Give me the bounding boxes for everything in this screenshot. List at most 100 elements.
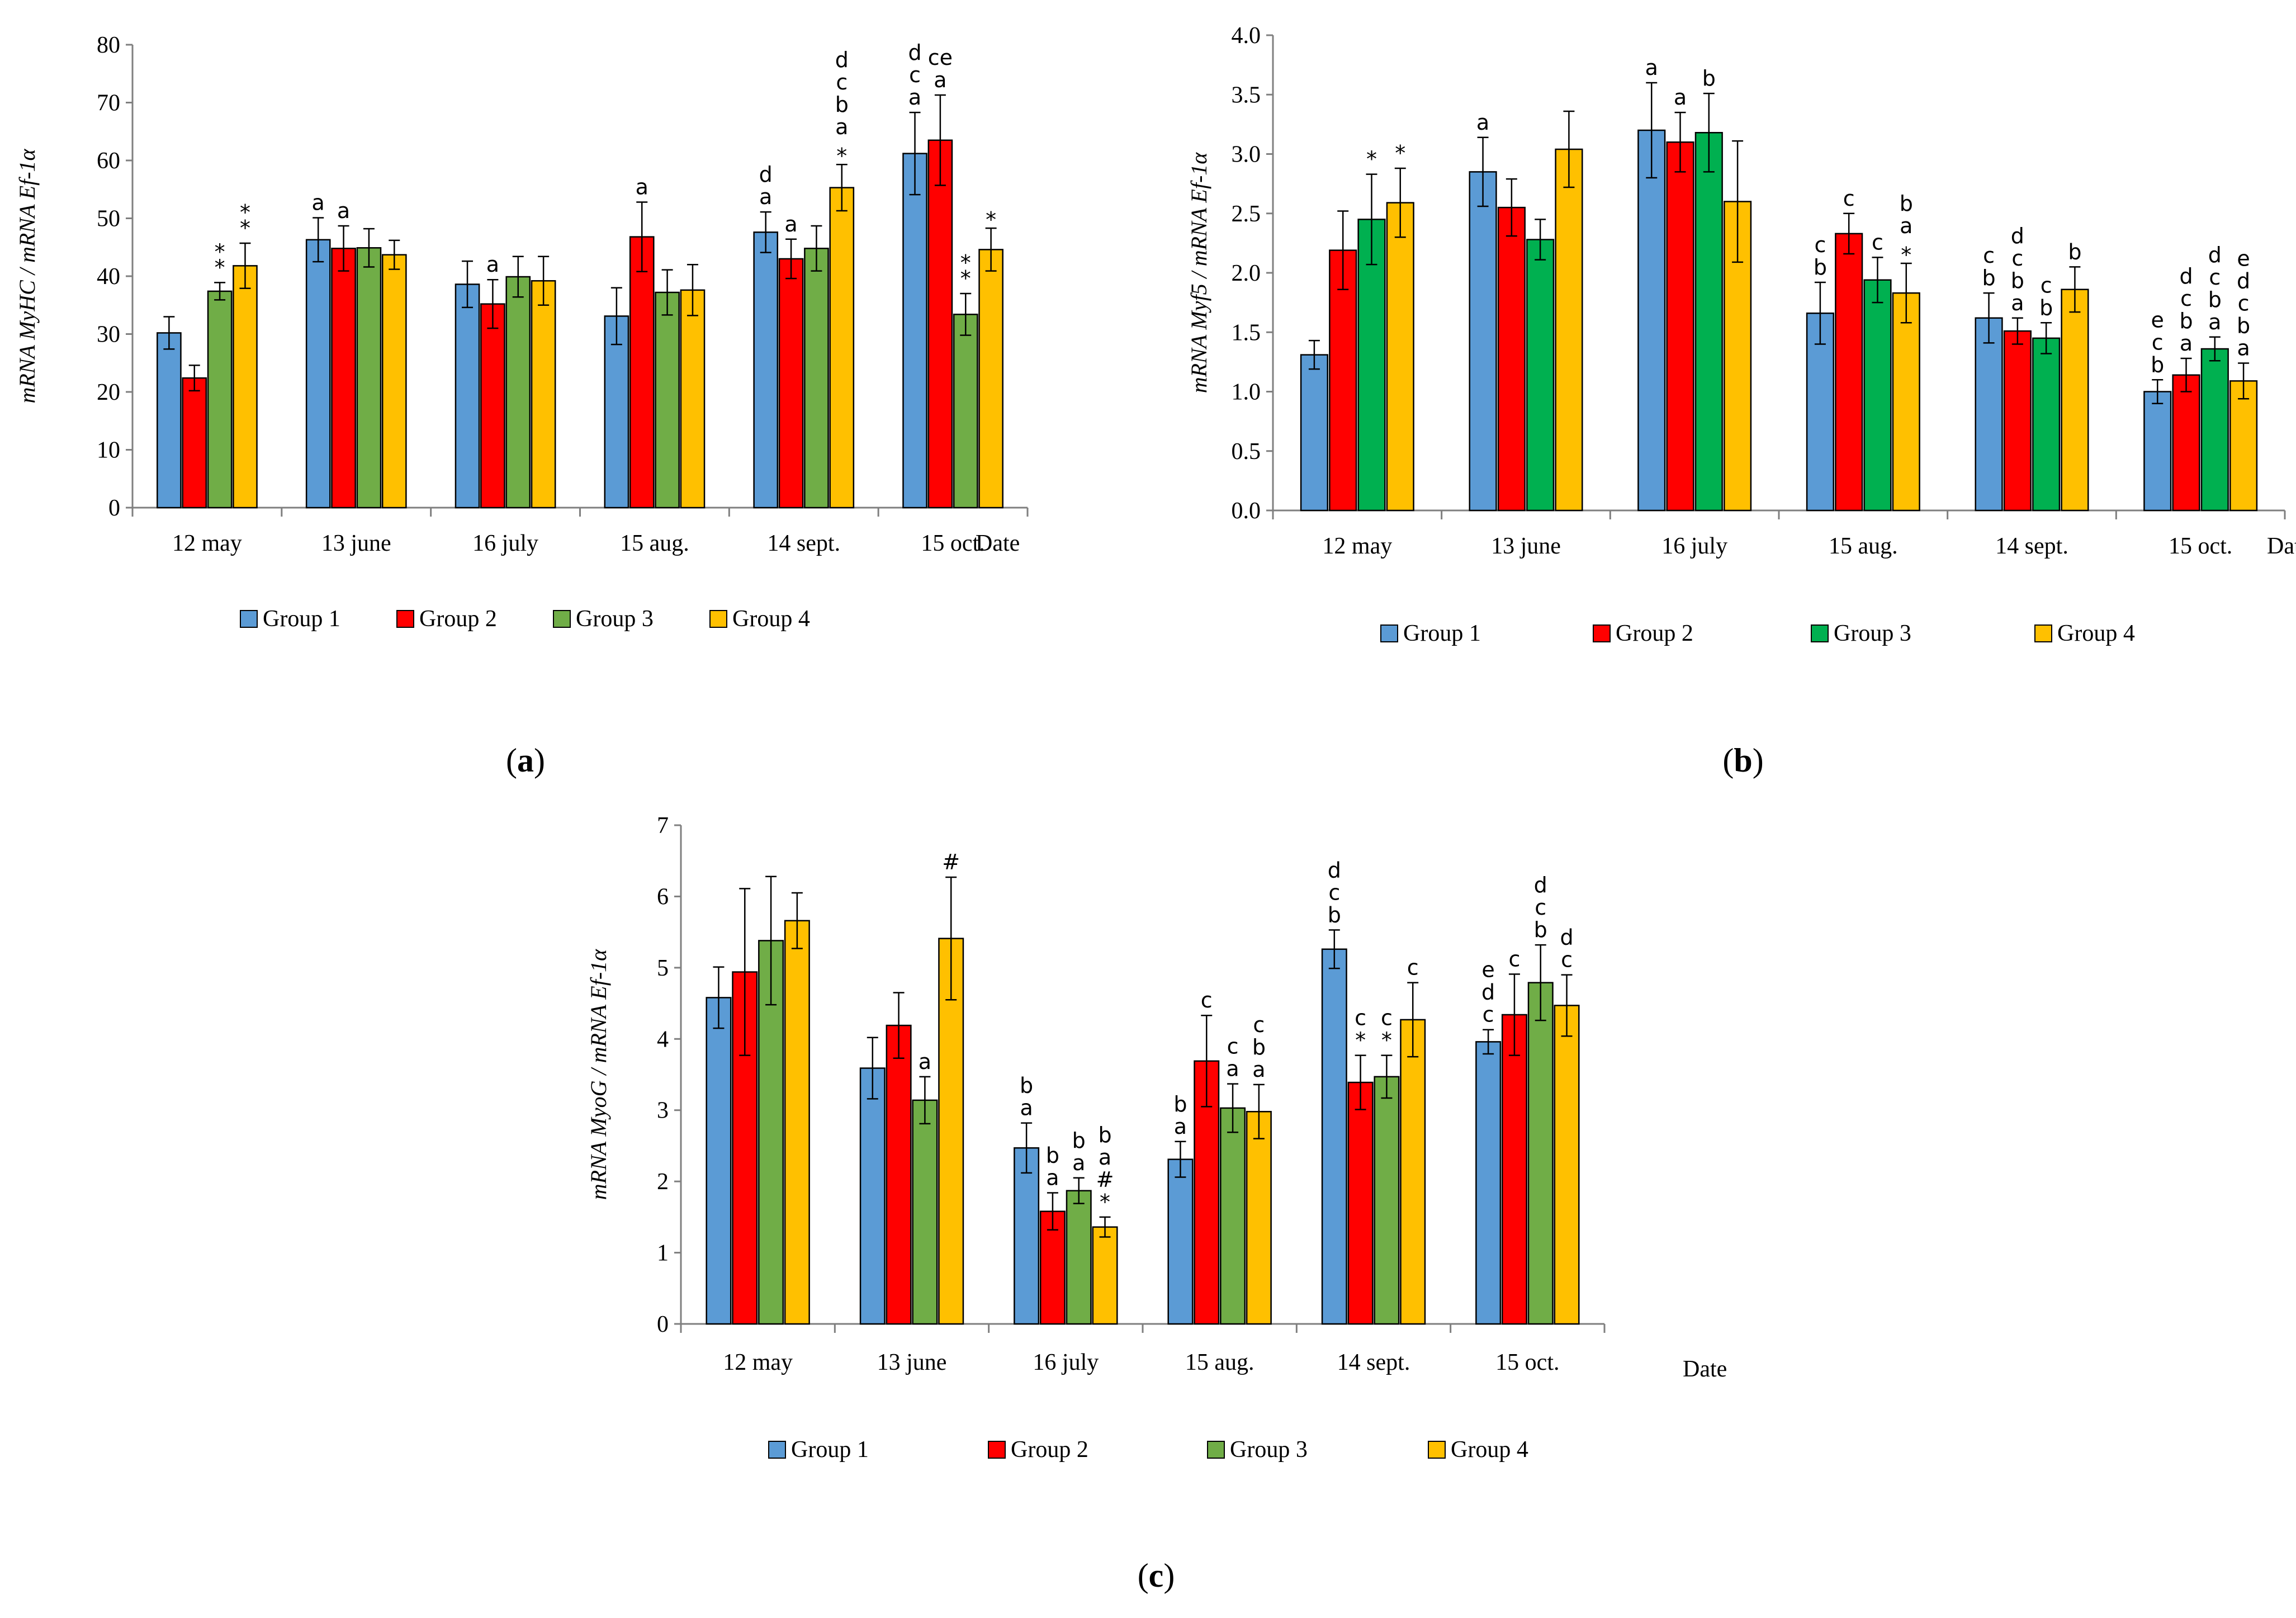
significance-label: c [1843,186,1855,211]
y-tick-label: 20 [97,380,120,405]
legend-label: Group 2 [419,606,497,632]
bar [1400,1019,1426,1325]
bar [1321,948,1347,1325]
bar [1374,1076,1400,1325]
significance-label: b [1534,917,1547,942]
significance-label: d [835,48,849,72]
significance-label: b [1020,1073,1033,1098]
bar [655,291,680,509]
x-tick-label: 16 july [1033,1350,1099,1375]
y-tick-label: 80 [97,32,120,58]
significance-label: ⁎ [240,193,250,218]
significance-label: d [2237,269,2250,294]
bar [157,332,182,509]
bar [1329,249,1357,512]
significance-label: ce [928,45,953,70]
y-tick-label: 7 [657,813,669,839]
bar [1347,1081,1374,1325]
significance-label: ⁎ [1901,236,1911,261]
bar [706,997,732,1325]
legend-label: Group 1 [791,1437,869,1463]
significance-label: b [1900,191,1913,216]
legend-label: Group 3 [1834,621,1911,646]
significance-label: b [2237,314,2250,338]
significance-label: c [1355,1006,1366,1030]
significance-label: a [835,115,848,139]
bar [1666,141,1694,512]
significance-label: b [2039,295,2053,320]
bar [1863,279,1892,512]
significance-label: c [1201,988,1213,1013]
significance-label: c [1253,1013,1265,1037]
significance-label: a [1020,1096,1033,1120]
significance-label: d [2179,264,2193,288]
y-tick-label: 6 [657,884,669,910]
legend-swatch [768,1441,786,1459]
legend-label: Group 4 [732,606,810,632]
panel-label: (a) [506,742,545,779]
legend-swatch [1428,1441,1446,1459]
legend-swatch [553,610,571,628]
y-tick-label: 10 [97,438,120,463]
panel-label: (b) [1722,742,1763,779]
significance-label: d [908,40,921,65]
significance-label: # [1096,1167,1114,1192]
legend-label: Group 4 [1451,1437,1528,1463]
bar [356,247,382,509]
legend-swatch [1593,625,1611,642]
significance-label: * [960,266,971,291]
significance-label: b [2179,309,2193,333]
significance-label: a [934,68,946,92]
x-tick-label: 14 sept. [1337,1350,1410,1375]
x-axis-label: Date [1683,1356,1727,1382]
significance-label: a [486,252,499,277]
legend-swatch [1207,1441,1225,1459]
x-axis-label: Date [2267,533,2296,559]
y-tick-label: 70 [97,91,120,116]
y-tick-label: 0 [657,1312,669,1337]
bar [784,920,810,1325]
bar [1246,1111,1272,1325]
significance-label: b [1173,1092,1187,1116]
significance-label: d [1481,980,1495,1005]
panel-c-chart: 0 1 2 3 4 5 6 7 12 may 13 june 16 july 15 aug. 14 se… [586,813,1727,1594]
significance-label: c [2180,286,2192,311]
bar [859,1067,886,1325]
significance-label: d [1560,925,1573,950]
significance-label: d [2011,224,2024,248]
significance-label: a [1645,55,1658,80]
bar [938,938,964,1325]
significance-label: c [1483,1002,1494,1027]
panel-b-chart: 0.0 0.5 1.0 1.5 2.0 2.5 3.0 3.5 4.0 12 may 13 june… [1186,23,2296,779]
significance-label: b [835,92,849,117]
legend-swatch [1811,625,1829,642]
legend-swatch [709,610,727,628]
significance-label: c [1407,955,1419,980]
y-tick-label: 2 [657,1169,669,1195]
bar [902,153,927,509]
x-tick-label: 15 oct. [2169,533,2232,559]
bar [531,280,556,509]
significance-label: c [1381,1006,1393,1030]
bar [1300,354,1328,512]
bar [480,303,505,509]
significance-label: a [1900,214,1912,238]
significance-label: a [1476,110,1489,135]
bar [886,1024,912,1325]
significance-label: a [1046,1166,1059,1190]
significance-label: ⁎ [836,137,847,162]
x-tick-label: 14 sept. [767,531,840,556]
significance-label: b [1252,1035,1266,1059]
significance-label: a [919,1049,931,1074]
bar [305,239,331,509]
significance-label: a [2237,336,2250,361]
bar [1167,1158,1194,1325]
legend-swatch [240,610,258,628]
bar [1357,219,1386,512]
bar [2200,348,2229,512]
y-tick-label: 1.0 [1232,380,1261,405]
y-axis-label: mRNA MyoG / mRNA Ef-1α [586,949,611,1200]
significance-label: a [1252,1057,1265,1082]
y-tick-label: 4.0 [1232,23,1261,49]
